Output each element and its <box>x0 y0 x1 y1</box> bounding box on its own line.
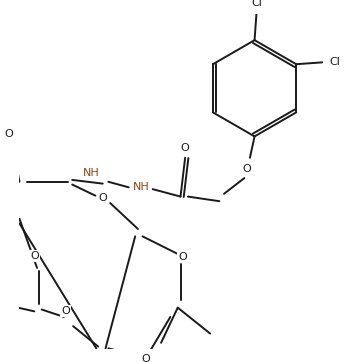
Text: O: O <box>4 129 13 139</box>
Text: O: O <box>30 251 39 261</box>
Text: O: O <box>141 354 150 362</box>
Text: Cl: Cl <box>330 57 340 67</box>
Text: O: O <box>243 164 252 174</box>
Text: NH: NH <box>83 168 100 177</box>
Text: O: O <box>99 193 107 203</box>
Text: O: O <box>178 252 187 262</box>
Text: Cl: Cl <box>251 0 262 8</box>
Text: NH: NH <box>133 182 150 192</box>
Text: O: O <box>61 306 70 316</box>
Text: O: O <box>181 143 189 153</box>
